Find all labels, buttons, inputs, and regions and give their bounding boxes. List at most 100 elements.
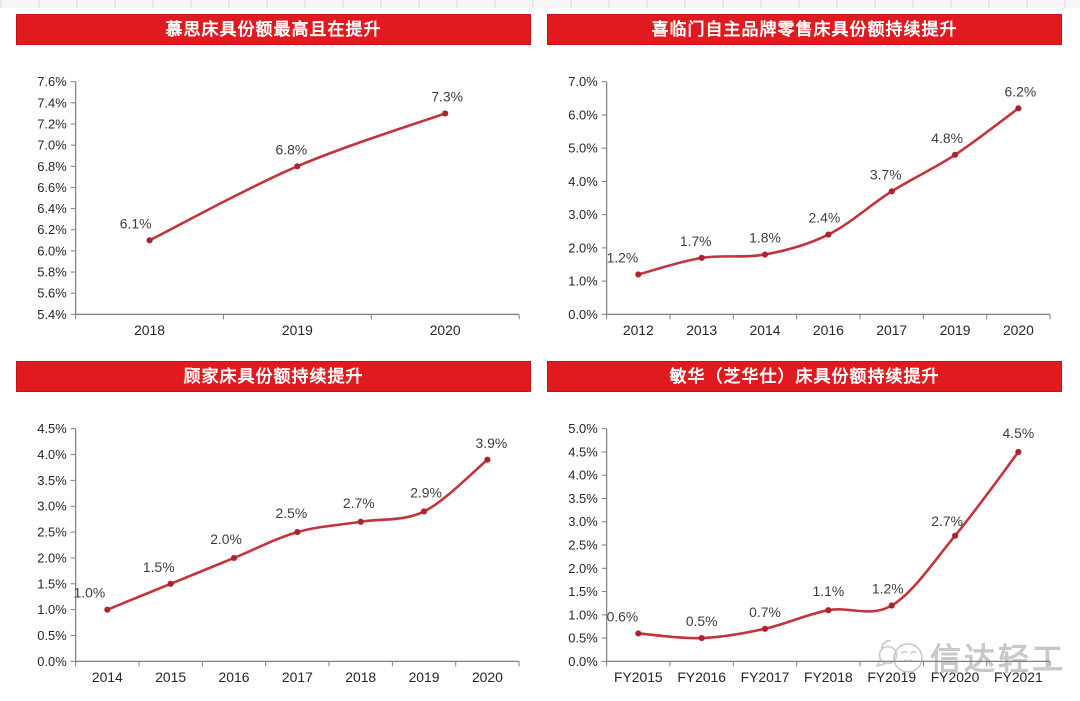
svg-text:5.0%: 5.0% — [568, 141, 598, 156]
chart-panel-kuka: 顾家床具份额持续提升 0.0% 0.5% 1.0% 1.5% 2.0% 2.5% 3.0% 3… — [16, 361, 533, 696]
svg-text:7.4%: 7.4% — [37, 95, 67, 110]
svg-text:0.0%: 0.0% — [37, 654, 67, 669]
svg-text:2018: 2018 — [345, 669, 376, 685]
svg-text:4.8%: 4.8% — [931, 130, 963, 146]
svg-text:2.0%: 2.0% — [568, 561, 598, 576]
svg-text:6.0%: 6.0% — [568, 107, 598, 122]
svg-text:2020: 2020 — [472, 669, 503, 685]
svg-text:3.9%: 3.9% — [476, 435, 508, 451]
svg-text:7.0%: 7.0% — [568, 74, 598, 89]
svg-text:2012: 2012 — [623, 322, 654, 338]
svg-text:6.8%: 6.8% — [37, 159, 67, 174]
svg-text:4.0%: 4.0% — [568, 174, 598, 189]
svg-text:FY2015: FY2015 — [614, 669, 663, 685]
svg-text:1.2%: 1.2% — [872, 581, 904, 597]
svg-text:4.0%: 4.0% — [568, 468, 598, 483]
line-chart-kuka-bed-share: 0.0% 0.5% 1.0% 1.5% 2.0% 2.5% 3.0% 3.5% 4.0% 4.5%… — [37, 421, 520, 685]
svg-text:FY2016: FY2016 — [677, 669, 726, 685]
svg-text:6.1%: 6.1% — [120, 215, 152, 231]
svg-text:6.4%: 6.4% — [37, 201, 67, 216]
svg-text:FY2018: FY2018 — [804, 669, 853, 685]
svg-text:0.7%: 0.7% — [749, 604, 781, 620]
svg-text:1.0%: 1.0% — [568, 607, 598, 622]
svg-text:2.5%: 2.5% — [37, 525, 67, 540]
svg-text:FY2021: FY2021 — [994, 669, 1043, 685]
svg-text:0.0%: 0.0% — [568, 654, 598, 669]
svg-text:2018: 2018 — [134, 322, 165, 338]
svg-text:4.0%: 4.0% — [37, 447, 67, 462]
chart-title-banner: 顾家床具份额持续提升 — [16, 361, 531, 392]
svg-text:0.0%: 0.0% — [568, 307, 598, 322]
svg-text:3.5%: 3.5% — [37, 473, 67, 488]
line-chart-derucci-bed-share: 5.4% 5.6% 5.8% 6.0% 6.2% 6.4% 6.6% 6.8% 7.0% 7.2%… — [37, 74, 520, 338]
svg-text:3.7%: 3.7% — [870, 166, 902, 182]
svg-text:3.0%: 3.0% — [568, 207, 598, 222]
svg-text:1.0%: 1.0% — [37, 602, 67, 617]
chart-title-banner: 敏华（芝华仕）床具份额持续提升 — [547, 361, 1062, 392]
chart-title-banner: 喜临门自主品牌零售床具份额持续提升 — [547, 14, 1062, 45]
svg-text:4.5%: 4.5% — [1003, 425, 1035, 441]
svg-text:1.2%: 1.2% — [607, 250, 639, 266]
svg-text:FY2017: FY2017 — [741, 669, 790, 685]
chart-title: 敏华（芝华仕）床具份额持续提升 — [669, 367, 940, 386]
svg-text:3.0%: 3.0% — [568, 514, 598, 529]
svg-text:7.0%: 7.0% — [37, 138, 67, 153]
svg-text:2013: 2013 — [686, 322, 717, 338]
svg-text:0.5%: 0.5% — [37, 628, 67, 643]
chart-panel-manwah: 敏华（芝华仕）床具份额持续提升 0.0% 0.5% 1.0% 1.5% 2.0% 2.5%… — [547, 361, 1064, 696]
svg-text:7.2%: 7.2% — [37, 116, 67, 131]
svg-text:2017: 2017 — [282, 669, 313, 685]
svg-text:6.8%: 6.8% — [276, 141, 308, 157]
svg-text:1.0%: 1.0% — [74, 585, 106, 601]
svg-text:5.8%: 5.8% — [37, 265, 67, 280]
svg-text:2019: 2019 — [940, 322, 971, 338]
svg-text:2016: 2016 — [813, 322, 844, 338]
svg-text:1.5%: 1.5% — [568, 584, 598, 599]
chart-title-banner: 慕思床具份额最高且在提升 — [16, 14, 531, 45]
svg-text:2.7%: 2.7% — [931, 513, 963, 529]
svg-text:1.1%: 1.1% — [813, 583, 845, 599]
svg-text:1.8%: 1.8% — [749, 230, 781, 246]
svg-text:2017: 2017 — [876, 322, 907, 338]
svg-text:2.4%: 2.4% — [809, 210, 841, 226]
chart-title: 慕思床具份额最高且在提升 — [165, 20, 382, 39]
svg-text:2020: 2020 — [1003, 322, 1034, 338]
svg-text:2.0%: 2.0% — [568, 240, 598, 255]
svg-text:2.5%: 2.5% — [568, 538, 598, 553]
svg-text:1.0%: 1.0% — [568, 274, 598, 289]
svg-text:1.5%: 1.5% — [37, 576, 67, 591]
svg-text:0.6%: 0.6% — [607, 609, 639, 625]
line-chart-sleemon-bed-share: 0.0% 1.0% 2.0% 3.0% 4.0% 5.0% 6.0% 7.0% 2012 2013… — [568, 74, 1051, 338]
svg-text:2019: 2019 — [409, 669, 440, 685]
svg-text:2.5%: 2.5% — [276, 505, 308, 521]
svg-text:0.5%: 0.5% — [686, 613, 718, 629]
svg-text:3.5%: 3.5% — [568, 491, 598, 506]
page-top-edge — [0, 0, 1080, 8]
chart-title: 顾家床具份额持续提升 — [183, 367, 364, 386]
svg-text:2016: 2016 — [219, 669, 250, 685]
svg-text:2014: 2014 — [750, 322, 781, 338]
svg-text:6.0%: 6.0% — [37, 243, 67, 258]
svg-text:6.2%: 6.2% — [37, 222, 67, 237]
svg-text:2.0%: 2.0% — [37, 550, 67, 565]
charts-grid: 慕思床具份额最高且在提升 5.4% 5.6% 5.8% 6.0% 6.2% 6.4% 6.6… — [0, 8, 1080, 700]
svg-text:4.5%: 4.5% — [37, 421, 67, 436]
svg-text:7.6%: 7.6% — [37, 74, 67, 89]
svg-text:2015: 2015 — [155, 669, 186, 685]
chart-panel-sleemon: 喜临门自主品牌零售床具份额持续提升 0.0% 1.0% 2.0% 3.0% 4.0% 5.… — [547, 14, 1064, 349]
svg-text:2.9%: 2.9% — [410, 485, 442, 501]
chart-title: 喜临门自主品牌零售床具份额持续提升 — [651, 20, 958, 39]
svg-text:5.6%: 5.6% — [37, 286, 67, 301]
svg-text:FY2020: FY2020 — [931, 669, 980, 685]
svg-text:6.6%: 6.6% — [37, 180, 67, 195]
svg-text:4.5%: 4.5% — [568, 444, 598, 459]
svg-text:5.4%: 5.4% — [37, 307, 67, 322]
line-chart-manwah-bed-share: 0.0% 0.5% 1.0% 1.5% 2.0% 2.5% 3.0% 3.5% 4.0% 4.5%… — [568, 421, 1051, 685]
svg-text:2.7%: 2.7% — [343, 495, 375, 511]
svg-text:0.5%: 0.5% — [568, 631, 598, 646]
svg-text:1.7%: 1.7% — [680, 233, 712, 249]
svg-text:2020: 2020 — [430, 322, 461, 338]
svg-text:5.0%: 5.0% — [568, 421, 598, 436]
svg-text:2.0%: 2.0% — [210, 531, 242, 547]
chart-panel-derucci: 慕思床具份额最高且在提升 5.4% 5.6% 5.8% 6.0% 6.2% 6.4% 6.6… — [16, 14, 533, 349]
